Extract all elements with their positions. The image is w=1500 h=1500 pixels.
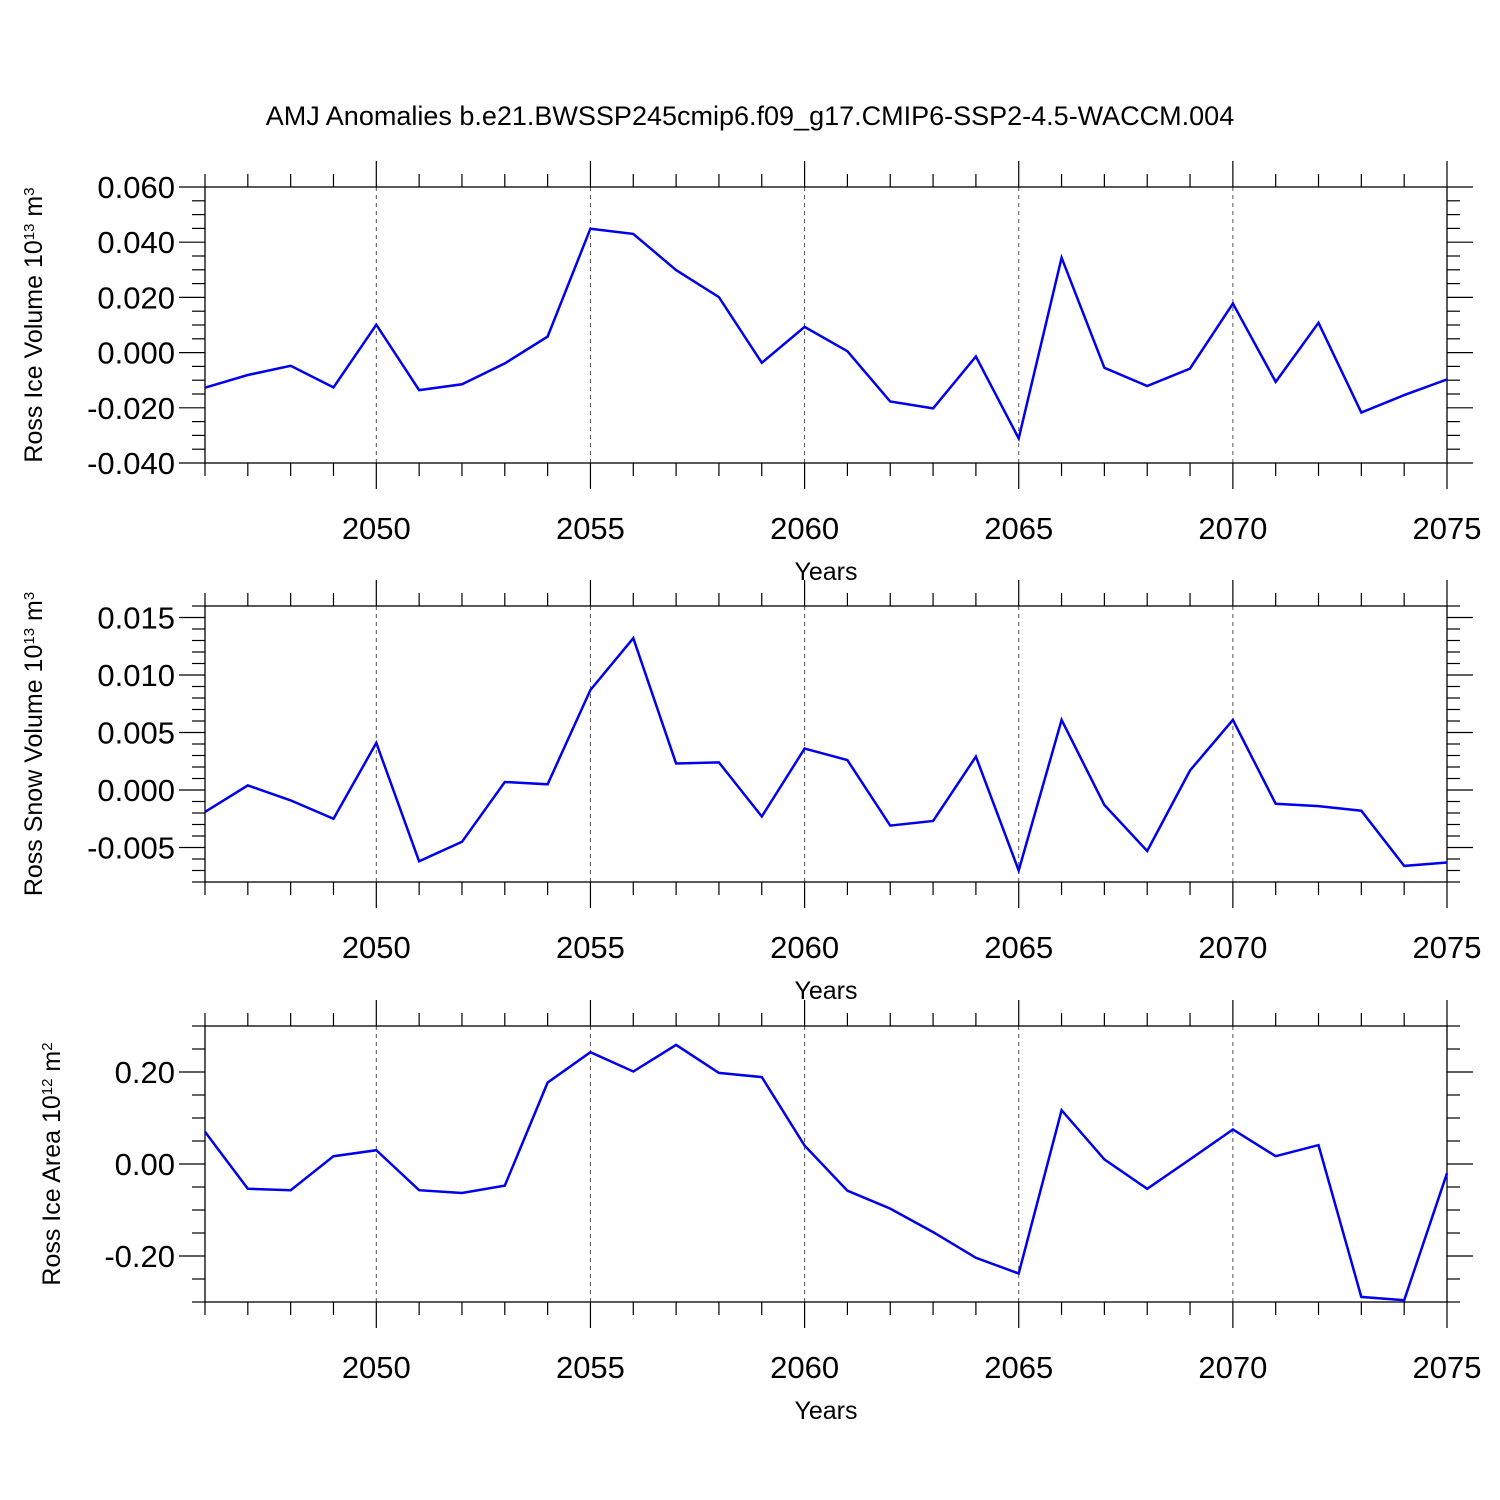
- y-tick-label: -0.20: [104, 1239, 175, 1274]
- series-line: [204, 227, 1448, 442]
- x-tick-label: 2060: [770, 930, 839, 965]
- x-tick-label: 2050: [342, 511, 411, 546]
- x-tick-label: 2070: [1198, 930, 1267, 965]
- y-tick-label: 0.015: [97, 601, 175, 636]
- y-axis-label-unit: m: [20, 196, 48, 224]
- y-axis-label-unit-exp: 3: [21, 187, 38, 195]
- panels: 0.060 0.040 0.020 0.000 -0.020 -0.040 2050 2055…: [20, 161, 1481, 1425]
- y-tick-label: 0.005: [97, 716, 175, 751]
- x-tick-label: 2070: [1198, 1350, 1267, 1385]
- y-tick-label: -0.005: [87, 831, 175, 866]
- x-tick-label: 2065: [984, 1350, 1053, 1385]
- y-axis-label: Ross Ice Area 1012 m2: [38, 1042, 66, 1285]
- y-axis-label-unit: m: [38, 1051, 66, 1079]
- y-axis-label-base: Ross Ice Area 10: [38, 1095, 66, 1285]
- y-axis-label-unit-exp: 3: [21, 592, 38, 600]
- y-tick-label: 0.000: [97, 336, 175, 371]
- panel-3: 0.20 0.00 -0.20 2050 2055 2060 2065 2070 2075 Yea…: [38, 1000, 1481, 1425]
- x-tick-label: 2065: [984, 930, 1053, 965]
- figure-title: AMJ Anomalies b.e21.BWSSP245cmip6.f09_g1…: [266, 101, 1234, 131]
- y-axis-label: Ross Snow Volume 1013 m3: [20, 592, 48, 896]
- y-tick-label: 0.040: [97, 225, 175, 260]
- y-tick-label: 0.000: [97, 773, 175, 808]
- y-axis-label-base: Ross Ice Volume 10: [20, 240, 48, 462]
- x-tick-label: 2075: [1413, 511, 1482, 546]
- y-axis-label-exp: 13: [21, 224, 38, 241]
- plot-frame: [204, 605, 1448, 883]
- y-axis-label: Ross Ice Volume 1013 m3: [20, 187, 48, 462]
- x-tick-label: 2050: [342, 930, 411, 965]
- x-axis-label: Years: [794, 977, 857, 1005]
- x-tick-label: 2055: [556, 511, 625, 546]
- x-tick-label: 2055: [556, 1350, 625, 1385]
- x-axis-label: Years: [794, 1397, 857, 1425]
- x-axis-label: Years: [794, 558, 857, 586]
- x-tick-label: 2060: [770, 1350, 839, 1385]
- x-tick-label: 2075: [1413, 1350, 1482, 1385]
- y-tick-label: 0.060: [97, 170, 175, 205]
- y-axis-label-unit: m: [20, 600, 48, 628]
- y-tick-label: 0.020: [97, 280, 175, 315]
- x-tick-label: 2055: [556, 930, 625, 965]
- panel-1: 0.060 0.040 0.020 0.000 -0.020 -0.040 2050 2055…: [20, 161, 1481, 586]
- y-tick-label: -0.040: [87, 446, 175, 481]
- panel-2: 0.015 0.010 0.005 0.000 -0.005 2050 2055 2060 20…: [20, 580, 1481, 1005]
- series-line: [204, 635, 1448, 875]
- x-tick-label: 2075: [1413, 930, 1482, 965]
- plot-frame: [204, 186, 1448, 464]
- y-axis-label-exp: 12: [39, 1079, 56, 1096]
- x-tick-label: 2060: [770, 511, 839, 546]
- y-tick-label: -0.020: [87, 391, 175, 426]
- y-axis-label-base: Ross Snow Volume 10: [20, 645, 48, 897]
- x-tick-label: 2050: [342, 1350, 411, 1385]
- y-tick-label: 0.00: [115, 1147, 175, 1182]
- x-tick-label: 2070: [1198, 511, 1267, 546]
- x-tick-label: 2065: [984, 511, 1053, 546]
- y-axis-label-exp: 13: [21, 628, 38, 645]
- y-tick-label: 0.010: [97, 658, 175, 693]
- series-line: [204, 1043, 1449, 1302]
- y-axis-label-unit-exp: 2: [39, 1042, 56, 1050]
- y-tick-label: 0.20: [115, 1055, 175, 1090]
